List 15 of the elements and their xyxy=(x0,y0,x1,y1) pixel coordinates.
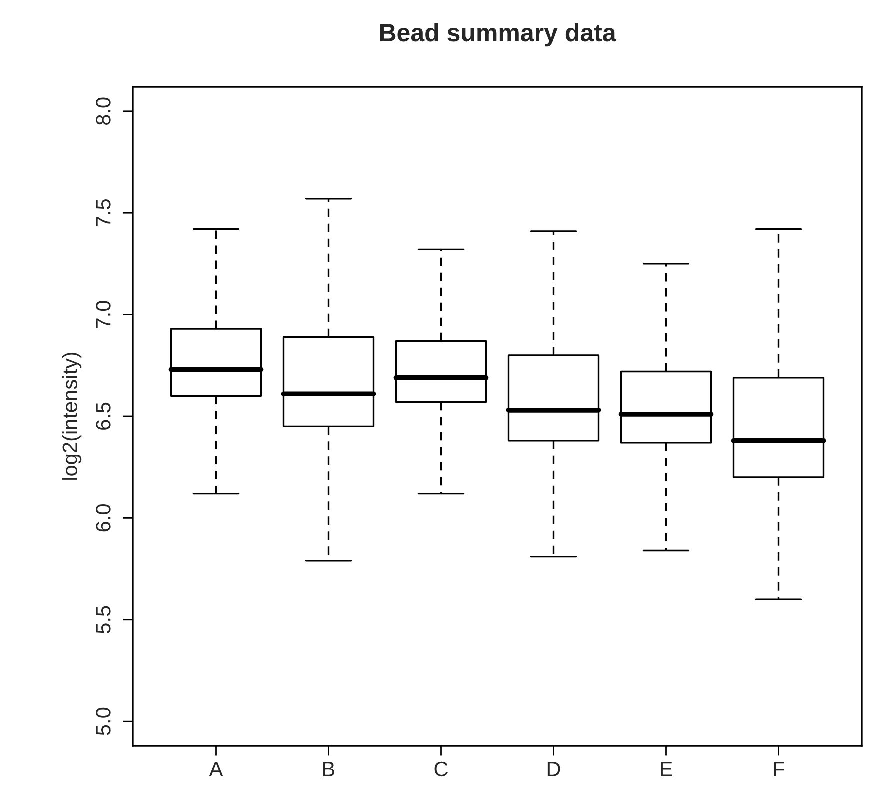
x-tick-label: C xyxy=(434,762,448,777)
y-tick-label: 5.0 xyxy=(96,708,111,736)
y-tick-label: 6.5 xyxy=(96,402,111,430)
x-tick-label: A xyxy=(209,762,224,776)
y-tick-label: 7.0 xyxy=(96,301,111,328)
x-tick-label: B xyxy=(324,762,335,776)
x-tick-label: E xyxy=(661,762,672,776)
y-axis-title: log2(intensity) xyxy=(62,352,82,480)
x-tick-label: D xyxy=(548,762,560,776)
chart-title: Bead summary data xyxy=(380,23,616,47)
y-tick-label: 6.0 xyxy=(96,504,111,532)
y-tick-label: 7.5 xyxy=(96,199,111,227)
y-tick-label: 5.5 xyxy=(96,606,111,634)
y-tick-label: 8.0 xyxy=(96,98,111,125)
x-tick-label: F xyxy=(774,762,784,776)
